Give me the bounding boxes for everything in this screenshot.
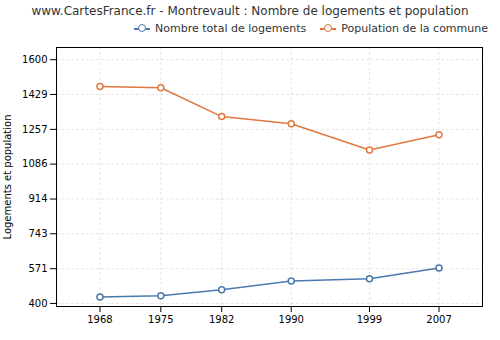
svg-text:571: 571 (28, 263, 47, 274)
svg-text:914: 914 (28, 193, 47, 204)
svg-text:1975: 1975 (148, 314, 173, 325)
svg-text:1999: 1999 (357, 314, 382, 325)
svg-text:1968: 1968 (87, 314, 112, 325)
svg-text:400: 400 (28, 298, 47, 309)
svg-text:1257: 1257 (22, 124, 47, 135)
svg-text:1600: 1600 (22, 54, 47, 65)
html-text:Population de la commune: Population de la commune (341, 22, 488, 35)
svg-text:1429: 1429 (22, 89, 47, 100)
svg-text:743: 743 (28, 228, 47, 239)
svg-text:1086: 1086 (22, 158, 47, 169)
html-text:www.CartesFrance.fr - Montreva: www.CartesFrance.fr - Montrevault : Nomb… (31, 4, 469, 18)
html-text:Nombre total de logements: Nombre total de logements (155, 22, 307, 35)
svg-text:1990: 1990 (279, 314, 304, 325)
svg-text:2007: 2007 (426, 314, 451, 325)
svg-text:Logements et population: Logements et population (2, 114, 13, 239)
svg-text:1982: 1982 (209, 314, 234, 325)
